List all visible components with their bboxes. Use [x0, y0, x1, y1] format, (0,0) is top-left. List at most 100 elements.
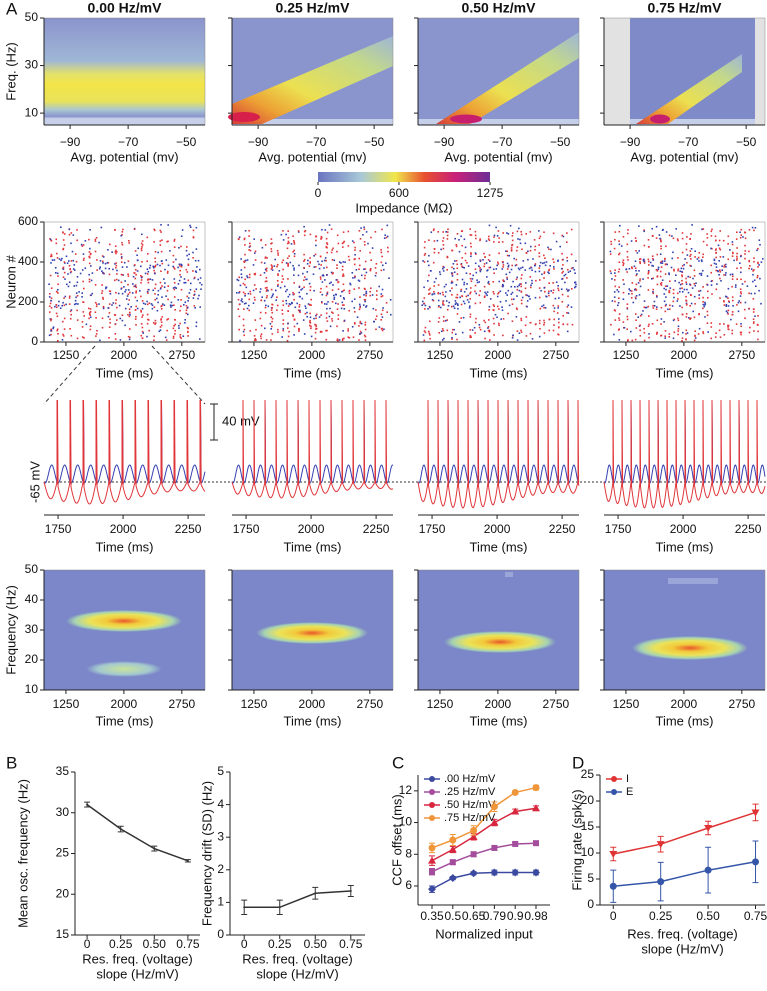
spike-dot: [62, 266, 65, 269]
spike-dot: [141, 233, 143, 236]
x-tick-label: −90: [620, 135, 641, 149]
spike-dot: [539, 307, 542, 310]
spike-dot: [609, 253, 612, 255]
spike-dot: [561, 293, 564, 296]
spike-dot: [321, 293, 324, 296]
marker: [532, 868, 540, 877]
spike-dot: [693, 269, 696, 272]
spike-dot: [673, 318, 676, 321]
spike-dot: [647, 271, 650, 273]
spike-dot: [697, 256, 700, 259]
spike-dot: [151, 304, 154, 307]
legend-label: .00 Hz/mV: [444, 773, 496, 785]
spike-dot: [752, 318, 755, 320]
x-axis-label: Res. freq. (voltage): [242, 951, 353, 966]
spike-dot: [292, 291, 294, 294]
spike-dot: [70, 260, 73, 262]
spike-dot: [287, 263, 289, 265]
spike-dot: [270, 288, 273, 291]
spike-dot: [441, 339, 444, 341]
spike-dot: [74, 299, 77, 302]
spike-dot: [56, 315, 59, 318]
spike-dot: [715, 248, 717, 250]
spike-dot: [136, 270, 139, 272]
spike-dot: [323, 267, 325, 269]
spike-dot: [312, 273, 315, 275]
spike-dot: [358, 268, 360, 270]
spike-dot: [446, 308, 449, 311]
spike-dot: [364, 260, 367, 263]
spike-dot: [347, 245, 350, 247]
spike-dot: [173, 296, 176, 298]
spike-dot: [76, 309, 78, 312]
spike-dot: [725, 272, 727, 274]
spike-dot: [193, 305, 196, 307]
spike-dot: [246, 259, 249, 261]
spike-dot: [265, 277, 268, 279]
spike-dot: [507, 312, 509, 315]
spike-dot: [622, 261, 624, 264]
spike-dot: [333, 259, 336, 262]
spike-dot: [359, 333, 361, 335]
spike-dot: [383, 237, 386, 239]
spike-dot: [254, 338, 257, 340]
spike-dot: [719, 269, 721, 271]
spike-dot: [698, 290, 700, 292]
spike-dot: [753, 229, 755, 232]
spike-dot: [499, 301, 502, 303]
spike-dot: [112, 268, 114, 271]
spike-dot: [146, 313, 149, 316]
spike-dot: [674, 280, 676, 282]
spike-dot: [663, 293, 666, 295]
spike-dot: [354, 322, 356, 324]
spike-dot: [498, 322, 500, 325]
spike-dot: [643, 260, 645, 263]
voltage-trace: [231, 399, 394, 484]
spike-dot: [456, 338, 458, 341]
spike-dot: [293, 240, 295, 242]
spike-dot: [371, 247, 374, 249]
x-axis-label: slope (Hz/mV): [96, 966, 178, 981]
spike-dot: [552, 232, 555, 235]
legend-label: .25 Hz/mV: [444, 786, 496, 798]
spike-dot: [72, 268, 75, 270]
spike-dot: [713, 258, 716, 261]
spike-dot: [63, 244, 66, 246]
spike-dot: [66, 283, 68, 286]
colorbar-tick-label: 0: [315, 186, 322, 200]
x-axis-label: Avg. potential (mv): [444, 149, 552, 164]
spike-dot: [199, 306, 201, 308]
spike-dot: [746, 285, 749, 287]
spike-dot: [681, 265, 684, 267]
spike-dot: [470, 287, 472, 289]
x-tick-label: 0.25: [649, 909, 673, 923]
y-tick-label: 30: [25, 58, 39, 72]
spike-dot: [55, 290, 58, 293]
spike-dot: [566, 330, 569, 333]
spike-dot: [672, 337, 675, 340]
spike-dot: [244, 230, 247, 232]
spike-dot: [740, 292, 742, 295]
voltage-trace: [603, 399, 766, 509]
spike-dot: [493, 241, 495, 243]
spike-dot: [313, 255, 315, 257]
spike-dot: [725, 295, 727, 298]
spike-dot: [383, 268, 385, 271]
marker: [153, 847, 156, 850]
spike-dot: [660, 266, 663, 268]
spike-dot: [321, 281, 324, 283]
spike-dot: [273, 265, 276, 267]
spike-dot: [753, 269, 755, 271]
spike-dot: [248, 298, 251, 301]
spike-dot: [261, 246, 264, 249]
spike-dot: [570, 253, 573, 256]
spike-dot: [702, 331, 704, 333]
spike-dot: [63, 271, 66, 274]
spike-dot: [502, 318, 505, 320]
spike-dot: [440, 248, 442, 251]
spike-dot: [561, 252, 563, 255]
spike-dot: [443, 337, 445, 340]
spike-dot: [160, 319, 162, 321]
spike-dot: [485, 292, 487, 295]
spike-dot: [737, 310, 740, 313]
